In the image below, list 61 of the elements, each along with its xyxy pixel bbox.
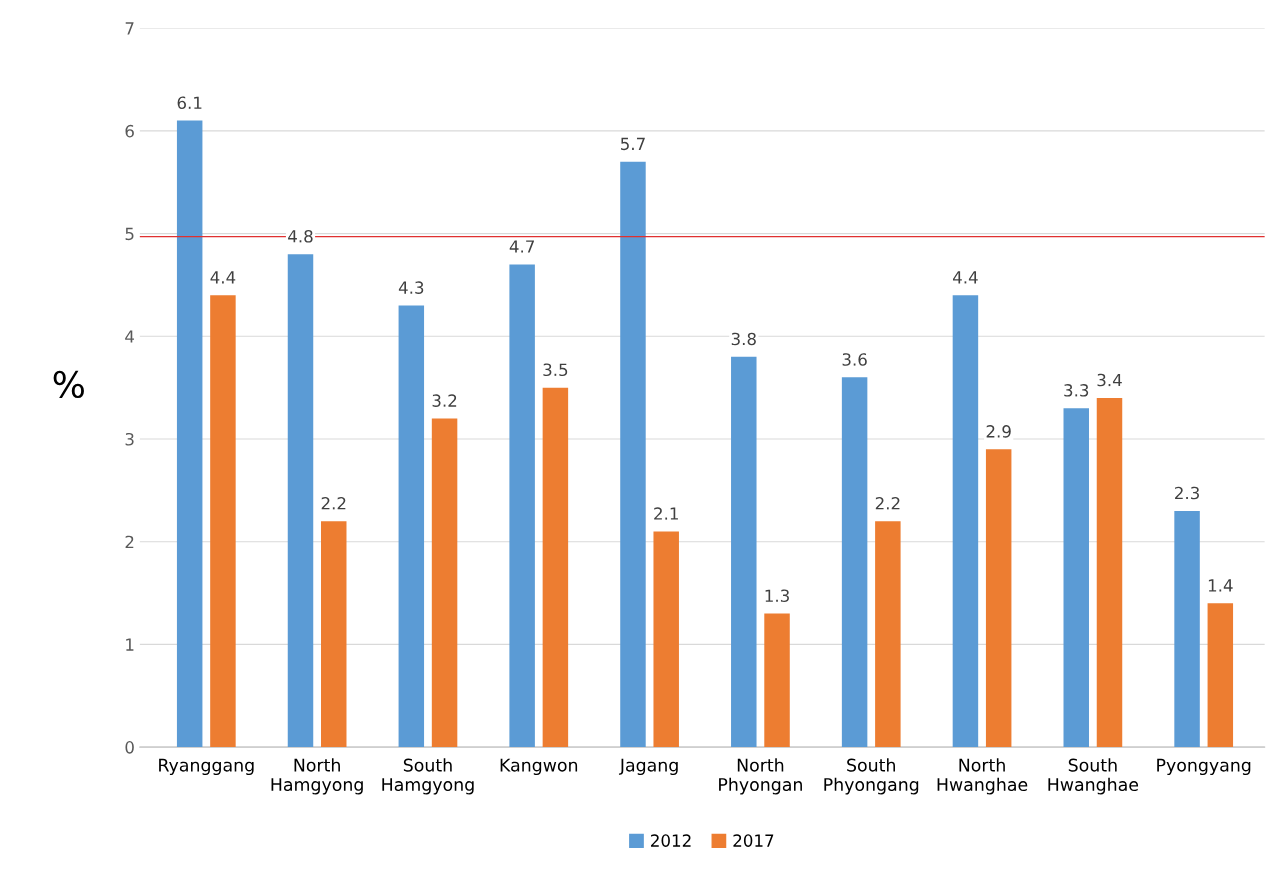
data-label: 3.3	[1064, 384, 1089, 397]
x-tick-label: South Hwanghae	[1048, 758, 1139, 795]
y-tick-label: 3	[125, 432, 134, 446]
bar	[321, 521, 347, 748]
legend-label: 2012	[651, 834, 691, 847]
data-label: 4.4	[952, 271, 978, 284]
data-label: 1.4	[1208, 579, 1233, 592]
bar	[985, 449, 1012, 748]
data-label: 2.9	[986, 425, 1011, 438]
x-tick-label: Kangwon	[500, 758, 578, 775]
x-tick-label: South Phyongang	[824, 758, 919, 795]
data-label: 2.1	[654, 507, 678, 520]
bar	[1207, 603, 1234, 748]
bar	[287, 254, 314, 748]
data-label: 3.6	[842, 353, 867, 366]
y-tick-label: 1	[126, 638, 134, 651]
data-label: 3.5	[543, 363, 568, 377]
x-tick-label: North Hamgyong	[271, 758, 363, 795]
bar	[875, 521, 901, 748]
bar	[653, 531, 679, 748]
x-tick-label: Jagang	[618, 758, 678, 775]
bar	[841, 377, 868, 748]
data-label: 3.4	[1097, 373, 1122, 387]
x-tick-label: Ryanggang	[159, 758, 254, 775]
legend-label: 2017	[733, 834, 774, 847]
data-label: 4.7	[509, 240, 534, 253]
data-label: 4.8	[288, 229, 313, 243]
data-label: 1.3	[765, 589, 789, 603]
y-tick-label: 4	[125, 330, 135, 343]
bar	[509, 264, 535, 748]
x-tick-label: North Hwanghae	[937, 758, 1028, 795]
x-tick-label: South Hamgyong	[382, 758, 474, 795]
data-label: 3.8	[731, 332, 756, 346]
data-label: 3.2	[432, 394, 457, 407]
y-axis-title: %	[53, 370, 84, 399]
data-label: 2.2	[875, 496, 900, 510]
y-tick-label: 7	[125, 22, 134, 35]
y-tick-label: 2	[125, 535, 134, 549]
y-tick-label: 5	[125, 227, 134, 241]
bar	[398, 305, 425, 748]
x-tick-label: Pyongyang	[1157, 758, 1251, 775]
bar	[1096, 397, 1123, 748]
data-label: 4.3	[398, 281, 424, 294]
bar	[952, 295, 979, 748]
data-label: 5.7	[621, 137, 645, 151]
bar	[731, 356, 757, 748]
data-label: 2.2	[321, 496, 346, 510]
bar	[210, 295, 236, 748]
bar	[1063, 408, 1089, 748]
data-label: 6.1	[177, 96, 202, 110]
bar	[764, 613, 790, 748]
x-tick-label: North Phyongan	[719, 758, 802, 795]
bar	[431, 418, 458, 748]
bar	[1174, 510, 1200, 748]
data-label: 2.3	[1175, 486, 1199, 500]
bar	[176, 120, 203, 748]
data-label: 4.4	[210, 271, 236, 284]
bar	[620, 161, 646, 748]
y-tick-label: 6	[125, 124, 134, 138]
bar	[542, 387, 569, 748]
y-tick-label: 0	[125, 741, 134, 754]
